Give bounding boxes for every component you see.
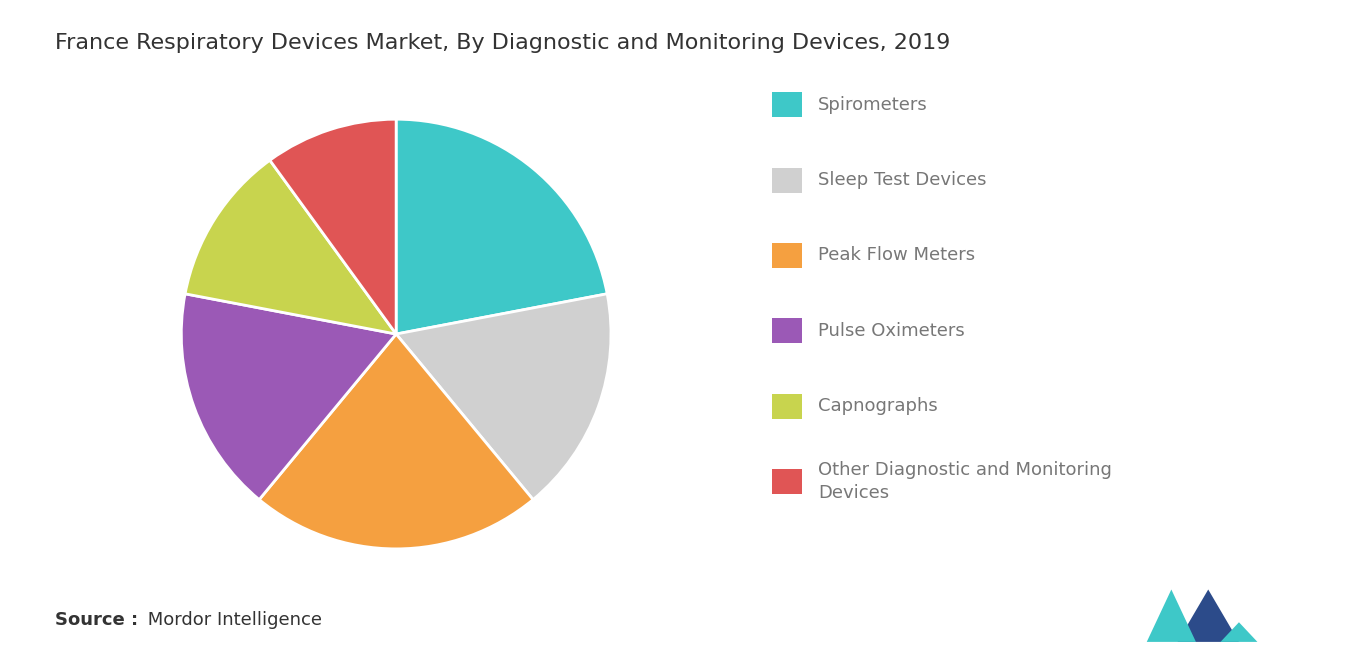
Wedge shape <box>186 160 396 334</box>
Text: Mordor Intelligence: Mordor Intelligence <box>142 611 322 629</box>
Text: Peak Flow Meters: Peak Flow Meters <box>818 246 975 265</box>
Polygon shape <box>1146 590 1197 642</box>
Wedge shape <box>396 294 611 500</box>
Text: France Respiratory Devices Market, By Diagnostic and Monitoring Devices, 2019: France Respiratory Devices Market, By Di… <box>55 33 949 53</box>
Text: Spirometers: Spirometers <box>818 96 928 114</box>
Wedge shape <box>260 334 533 549</box>
Wedge shape <box>270 119 396 334</box>
Polygon shape <box>1177 590 1239 642</box>
Text: Other Diagnostic and Monitoring
Devices: Other Diagnostic and Monitoring Devices <box>818 461 1112 502</box>
Wedge shape <box>396 119 607 334</box>
Text: Sleep Test Devices: Sleep Test Devices <box>818 171 986 189</box>
Polygon shape <box>1221 622 1257 642</box>
Wedge shape <box>182 294 396 500</box>
Text: Pulse Oximeters: Pulse Oximeters <box>818 322 964 340</box>
Text: Source :: Source : <box>55 611 138 629</box>
Text: Capnographs: Capnographs <box>818 397 938 415</box>
